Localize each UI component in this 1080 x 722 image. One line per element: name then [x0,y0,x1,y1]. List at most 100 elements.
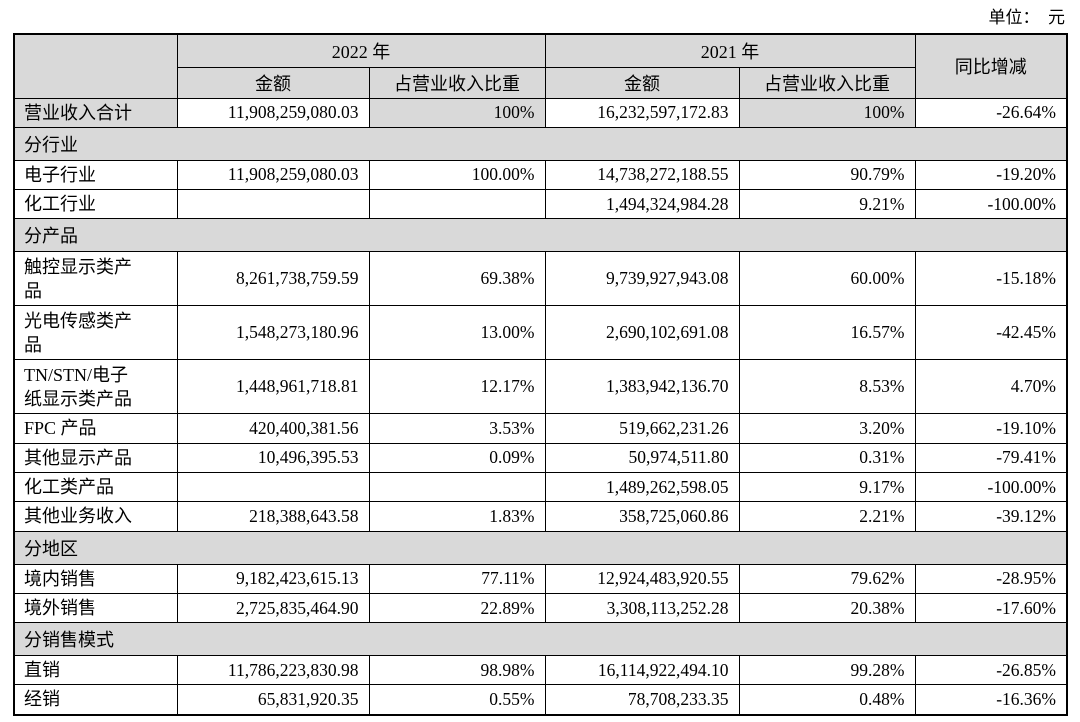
table-row: TN/STN/电子纸显示类产品 1,448,961,718.81 12.17% 1,3… [13,359,1068,415]
revenue-breakdown-table: 2022 年 2021 年 同比增减 金额 占营业收入比重 金额 占营业收入比重… [13,33,1068,716]
yoy-header: 同比增减 [914,33,1068,99]
amount-2022-cell: 218,388,643.58 [176,501,370,532]
row-label: 营业收入合计 [24,102,132,123]
section-label: 分产品 [13,218,1068,253]
share-2021-cell: 79.62% [738,563,916,594]
share-2021-header: 占营业收入比重 [738,66,916,99]
table-header: 2022 年 2021 年 同比增减 金额 占营业收入比重 金额 占营业收入比重 [13,33,1068,99]
yoy-cell: -26.64% [914,97,1068,128]
row-label: TN/STN/电子纸显示类产品 [24,364,132,409]
share-2021-cell: 9.17% [738,471,916,503]
amount-2021-cell: 78,708,233.35 [544,684,740,716]
amount-2021-cell: 50,974,511.80 [544,442,740,473]
corner-cell [13,33,178,99]
share-2021-cell: 90.79% [738,159,916,191]
row-label: 境外销售 [24,597,96,618]
row-label-cell: 营业收入合计 [13,97,178,128]
section-label: 分行业 [13,126,1068,161]
row-label-cell: 经销 [13,684,178,716]
amount-2022-header: 金额 [176,66,370,99]
row-label: 化工行业 [24,194,96,215]
amount-2022-cell: 9,182,423,615.13 [176,563,370,594]
row-label-cell: 境内销售 [13,563,178,594]
amount-2022-cell [176,471,370,503]
section-row: 分行业 [13,126,1068,161]
share-2022-cell [368,189,546,220]
amount-2022-cell: 11,908,259,080.03 [176,159,370,191]
share-2021-cell: 9.21% [738,189,916,220]
amount-2021-cell: 12,924,483,920.55 [544,563,740,594]
share-2022-cell [368,471,546,503]
row-label-cell: 境外销售 [13,592,178,624]
share-2021-cell: 20.38% [738,592,916,624]
table-row: FPC 产品 420,400,381.56 3.53% 519,662,231.26 3… [13,413,1068,444]
amount-2021-cell: 1,494,324,984.28 [544,189,740,220]
row-label: 化工类产品 [24,476,114,497]
amount-2022-cell: 11,786,223,830.98 [176,655,370,686]
section-label: 分销售模式 [13,622,1068,657]
share-2022-cell: 3.53% [368,413,546,444]
row-label: 触控显示类产品 [24,256,132,301]
amount-2022-cell: 420,400,381.56 [176,413,370,444]
row-label: FPC 产品 [24,418,97,439]
amount-2021-cell: 9,739,927,943.08 [544,251,740,307]
share-2021-cell: 8.53% [738,359,916,415]
table-row: 境外销售 2,725,835,464.90 22.89% 3,308,113,252.… [13,592,1068,624]
row-label: 经销 [24,689,60,710]
amount-2021-cell: 16,114,922,494.10 [544,655,740,686]
amount-2021-cell: 519,662,231.26 [544,413,740,444]
share-2022-cell: 98.98% [368,655,546,686]
amount-2021-cell: 2,690,102,691.08 [544,305,740,361]
amount-2021-cell: 1,489,262,598.05 [544,471,740,503]
row-label-cell: 电子行业 [13,159,178,191]
row-label-cell: 其他显示产品 [13,442,178,473]
amount-2021-cell: 14,738,272,188.55 [544,159,740,191]
amount-2022-cell: 65,831,920.35 [176,684,370,716]
table-row: 化工类产品 1,489,262,598.05 9.17% -100.00% [13,471,1068,503]
table-row: 化工行业 1,494,324,984.28 9.21% -100.00% [13,189,1068,220]
row-label-cell: 触控显示类产品 [13,251,178,307]
yoy-cell: -19.10% [914,413,1068,444]
share-2022-cell: 100.00% [368,159,546,191]
share-2021-cell: 0.48% [738,684,916,716]
table-row: 直销 11,786,223,830.98 98.98% 16,114,922,494.… [13,655,1068,686]
share-2022-cell: 1.83% [368,501,546,532]
yoy-cell: -19.20% [914,159,1068,191]
table-body: 营业收入合计 11,908,259,080.03 100% 16,232,597,17… [13,97,1068,716]
table-row: 其他业务收入 218,388,643.58 1.83% 358,725,060.86 2… [13,501,1068,532]
amount-2022-cell: 1,548,273,180.96 [176,305,370,361]
share-2022-cell: 12.17% [368,359,546,415]
amount-2022-cell: 8,261,738,759.59 [176,251,370,307]
row-label-cell: 直销 [13,655,178,686]
table-row: 触控显示类产品 8,261,738,759.59 69.38% 9,739,927,9… [13,251,1068,307]
yoy-cell: -17.60% [914,592,1068,624]
row-label: 光电传感类产品 [24,310,132,355]
share-2021-cell: 3.20% [738,413,916,444]
row-label-cell: 化工类产品 [13,471,178,503]
yoy-cell: -16.36% [914,684,1068,716]
row-label-cell: TN/STN/电子纸显示类产品 [13,359,178,415]
share-2021-cell: 60.00% [738,251,916,307]
row-label: 其他业务收入 [24,506,132,527]
section-row: 分销售模式 [13,622,1068,657]
yoy-cell: 4.70% [914,359,1068,415]
row-label-cell: FPC 产品 [13,413,178,444]
row-label: 电子行业 [24,164,96,185]
amount-2021-cell: 1,383,942,136.70 [544,359,740,415]
yoy-cell: -39.12% [914,501,1068,532]
table-row: 电子行业 11,908,259,080.03 100.00% 14,738,272,1… [13,159,1068,191]
yoy-cell: -42.45% [914,305,1068,361]
section-row: 分地区 [13,530,1068,565]
amount-2021-cell: 16,232,597,172.83 [544,97,740,128]
amount-2022-cell: 2,725,835,464.90 [176,592,370,624]
row-label: 直销 [24,660,60,681]
share-2022-header: 占营业收入比重 [368,66,546,99]
row-label-cell: 光电传感类产品 [13,305,178,361]
table-row: 境内销售 9,182,423,615.13 77.11% 12,924,483,920… [13,563,1068,594]
share-2021-cell: 16.57% [738,305,916,361]
share-2022-cell: 22.89% [368,592,546,624]
row-label-cell: 化工行业 [13,189,178,220]
year-2022-header: 2022 年 [176,33,546,68]
share-2022-cell: 69.38% [368,251,546,307]
yoy-cell: -26.85% [914,655,1068,686]
